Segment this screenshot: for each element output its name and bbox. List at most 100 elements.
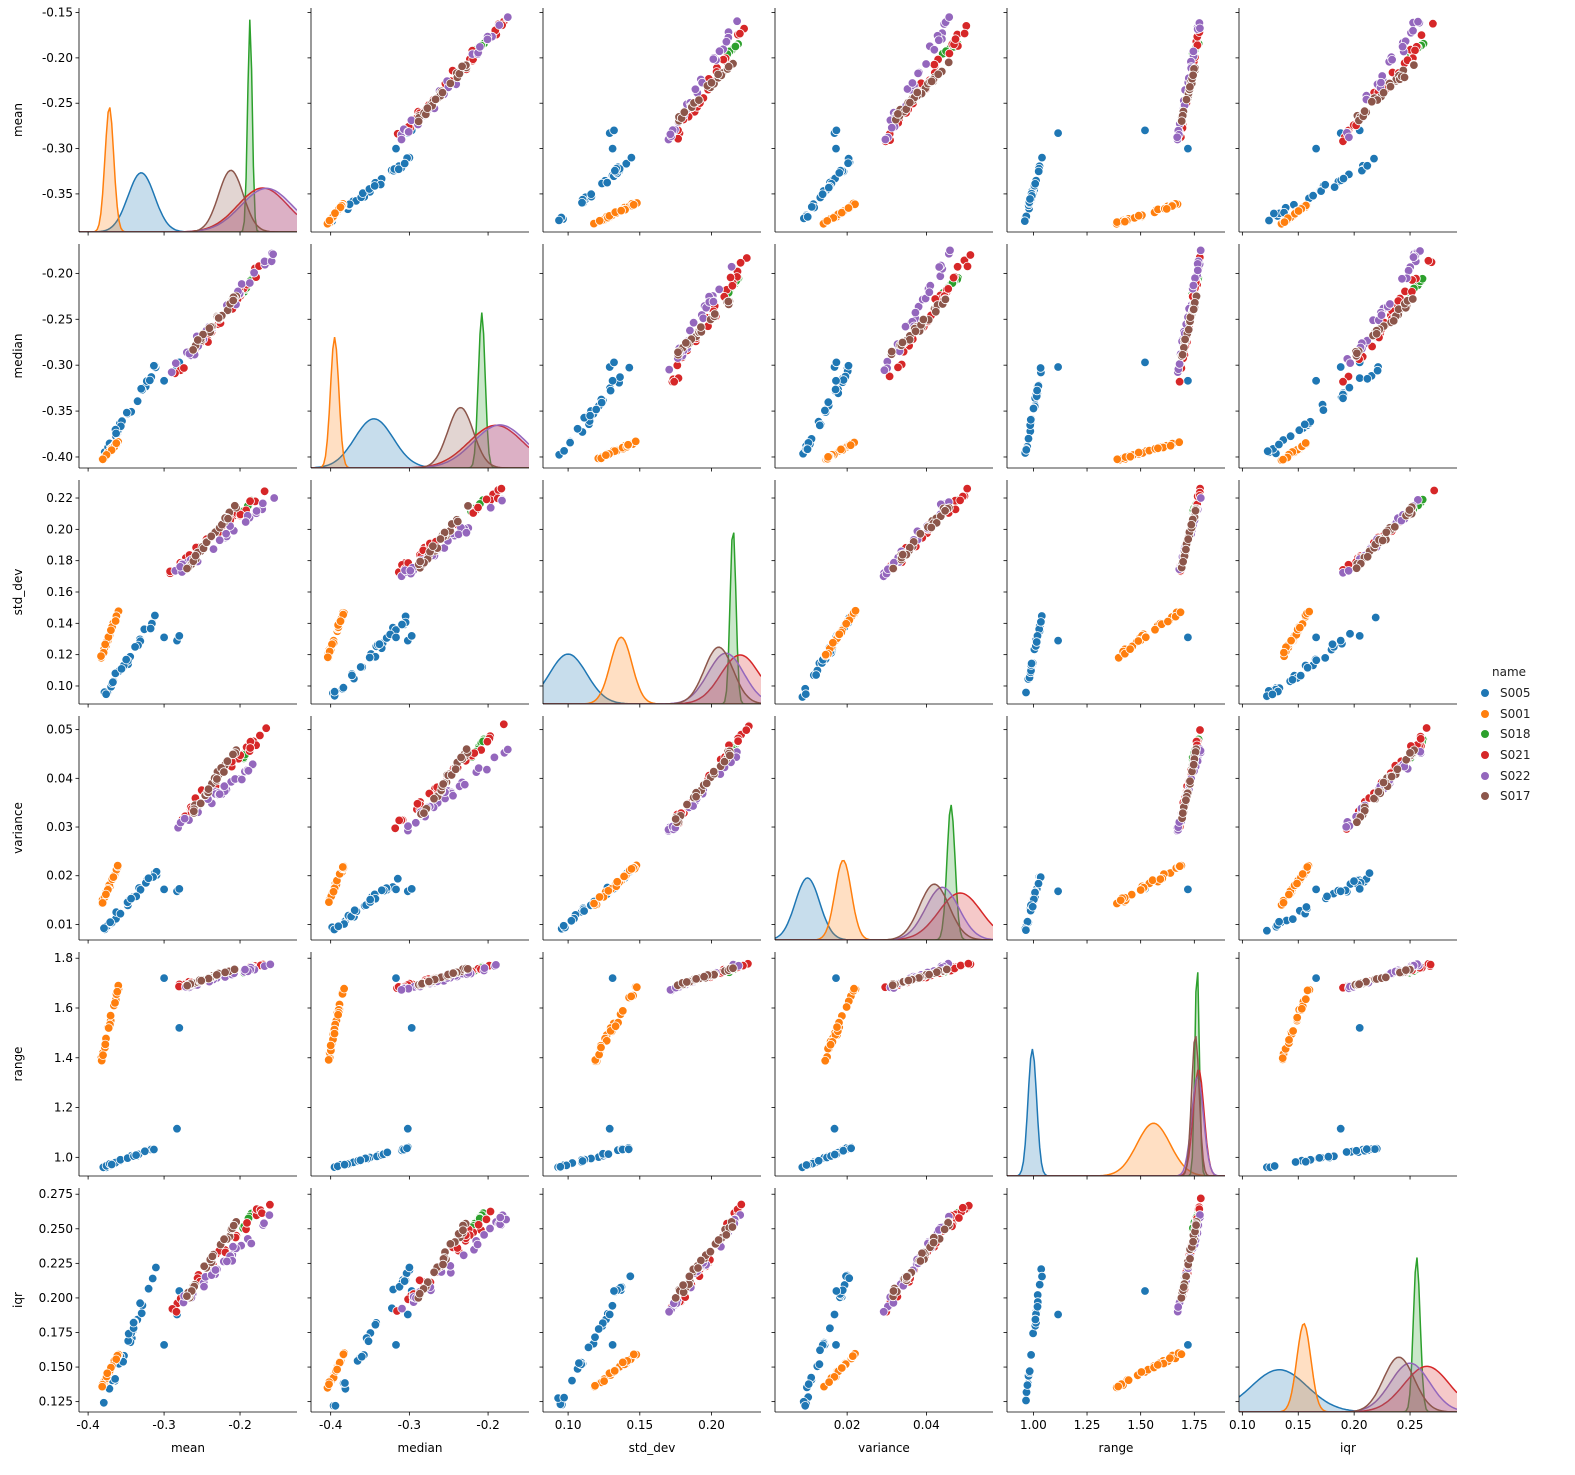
panel-marks bbox=[97, 1199, 275, 1408]
point-S022 bbox=[240, 517, 251, 527]
point-outlier-S005 bbox=[174, 884, 185, 894]
point-S017 bbox=[681, 338, 691, 348]
point-S005 bbox=[1322, 891, 1332, 902]
point-S001 bbox=[1161, 204, 1172, 214]
point-S005 bbox=[145, 623, 156, 634]
point-S001 bbox=[324, 1379, 334, 1390]
point-outlier-S005 bbox=[607, 143, 618, 154]
panel-mean-vs-range bbox=[1003, 8, 1225, 236]
point-S001 bbox=[832, 1022, 842, 1032]
point-S001 bbox=[324, 1055, 334, 1065]
point-S017 bbox=[188, 345, 198, 355]
panel-marks bbox=[96, 959, 276, 1173]
point-outlier-S005 bbox=[1354, 884, 1365, 894]
point-S017 bbox=[213, 313, 224, 323]
y-tick-label: 0.18 bbox=[46, 554, 73, 568]
point-S005 bbox=[801, 689, 811, 699]
point-S022 bbox=[1195, 245, 1206, 256]
y-tick-label: -0.25 bbox=[42, 312, 73, 326]
point-S005 bbox=[1037, 152, 1047, 163]
point-S022 bbox=[397, 1303, 407, 1314]
point-S001 bbox=[98, 454, 108, 465]
panel-marks bbox=[1264, 17, 1438, 229]
point-S017 bbox=[451, 764, 461, 774]
point-S017 bbox=[728, 963, 738, 973]
point-S021 bbox=[1410, 45, 1420, 56]
kde-line-S021 bbox=[1007, 1069, 1225, 1176]
point-S005 bbox=[605, 385, 616, 396]
point-S017 bbox=[453, 516, 463, 527]
point-S022 bbox=[460, 779, 470, 790]
point-S017 bbox=[182, 1291, 192, 1301]
panel-marks bbox=[797, 483, 972, 702]
point-S005 bbox=[577, 1156, 588, 1166]
point-S017 bbox=[193, 335, 203, 345]
point-S005 bbox=[1300, 419, 1310, 430]
point-S017 bbox=[933, 69, 943, 80]
point-S001 bbox=[618, 1357, 628, 1368]
point-S022 bbox=[1344, 132, 1354, 143]
panel-marks bbox=[1020, 245, 1206, 465]
point-S022 bbox=[921, 59, 931, 69]
point-S005 bbox=[1349, 876, 1359, 886]
point-S017 bbox=[429, 794, 439, 804]
point-S021 bbox=[952, 262, 963, 272]
panel-std_dev-vs-range bbox=[1003, 480, 1225, 708]
point-S001 bbox=[629, 1349, 639, 1360]
point-S001 bbox=[323, 652, 333, 663]
point-S005 bbox=[136, 1308, 147, 1319]
point-S005 bbox=[567, 1375, 577, 1386]
point-S017 bbox=[429, 1267, 439, 1278]
point-S001 bbox=[1163, 616, 1173, 627]
point-S022 bbox=[403, 821, 413, 831]
point-S017 bbox=[456, 752, 466, 763]
point-outlier-S005 bbox=[1053, 886, 1063, 897]
point-S005 bbox=[802, 444, 813, 454]
kde-fill-S017 bbox=[543, 647, 761, 704]
panel-marks bbox=[1007, 972, 1225, 1176]
y-tick-label: 0.04 bbox=[46, 771, 73, 785]
panel-mean-vs-mean: -0.35-0.30-0.25-0.20-0.15 bbox=[42, 6, 297, 236]
point-S017 bbox=[1181, 544, 1191, 555]
point-S005 bbox=[1030, 179, 1040, 189]
panel-mean-vs-variance bbox=[771, 8, 993, 236]
point-S021 bbox=[171, 1307, 182, 1317]
panel-range-vs-mean: 1.01.21.41.61.8 bbox=[54, 951, 297, 1180]
point-S022 bbox=[489, 752, 500, 763]
panel-median-vs-iqr bbox=[1235, 244, 1457, 472]
point-S017 bbox=[679, 107, 690, 117]
point-S022 bbox=[497, 495, 507, 506]
point-S005 bbox=[603, 1149, 614, 1159]
point-outlier-S005 bbox=[391, 973, 401, 983]
point-S001 bbox=[106, 625, 116, 636]
point-S001 bbox=[603, 886, 614, 896]
point-S022 bbox=[269, 493, 279, 503]
point-S005 bbox=[1369, 153, 1379, 164]
point-S017 bbox=[915, 529, 926, 539]
point-S005 bbox=[579, 906, 589, 916]
panel-marks bbox=[322, 1206, 511, 1411]
x-tick-label: -0.4 bbox=[319, 1418, 342, 1432]
point-S017 bbox=[1373, 787, 1384, 797]
y-tick-label: 0.05 bbox=[46, 723, 73, 737]
kde-line-S021 bbox=[543, 654, 761, 704]
point-S005 bbox=[1338, 393, 1348, 404]
point-S022 bbox=[1188, 280, 1199, 291]
point-S005 bbox=[333, 921, 344, 932]
kde-fill-S021 bbox=[79, 188, 297, 232]
y-tick-label: 1.2 bbox=[54, 1101, 73, 1115]
point-S001 bbox=[1141, 632, 1151, 643]
point-S001 bbox=[1284, 889, 1294, 900]
point-S021 bbox=[963, 958, 974, 969]
point-S017 bbox=[219, 767, 229, 777]
point-S022 bbox=[237, 774, 247, 785]
point-S017 bbox=[694, 95, 704, 105]
point-S017 bbox=[1188, 760, 1199, 770]
point-S017 bbox=[1408, 294, 1418, 304]
point-S021 bbox=[259, 486, 270, 497]
point-S017 bbox=[1190, 506, 1201, 516]
point-S017 bbox=[682, 799, 692, 810]
point-S017 bbox=[182, 563, 192, 574]
point-S017 bbox=[219, 1234, 229, 1244]
point-outlier-S005 bbox=[605, 1123, 615, 1134]
